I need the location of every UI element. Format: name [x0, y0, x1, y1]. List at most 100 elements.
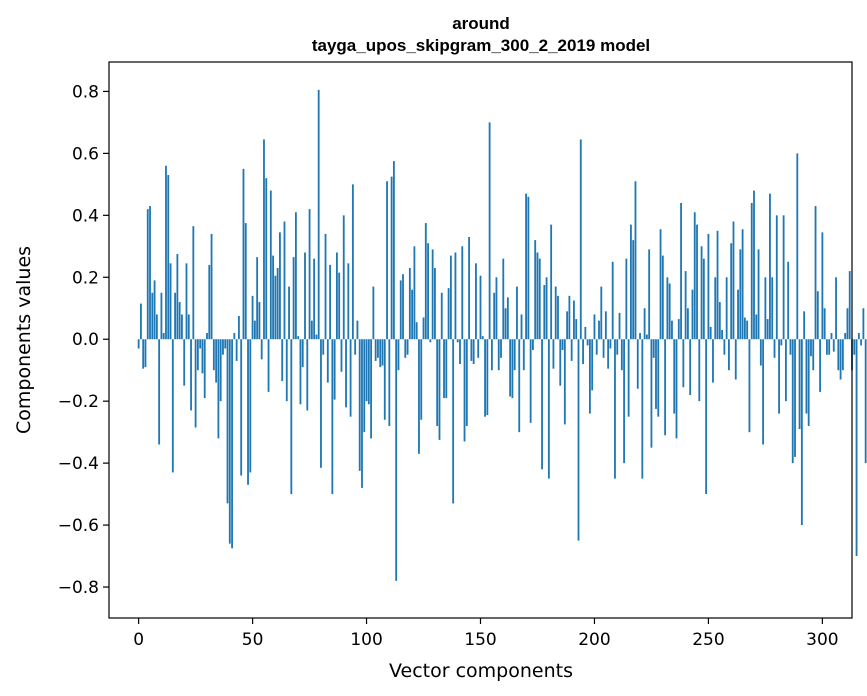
bar — [775, 215, 778, 340]
bar — [299, 339, 302, 405]
bar — [700, 246, 703, 340]
bar — [846, 308, 849, 340]
bar — [773, 339, 776, 358]
bar — [645, 334, 648, 340]
bar — [591, 339, 594, 391]
bar — [420, 339, 423, 420]
bar — [190, 339, 192, 411]
bar — [212, 339, 215, 371]
bar — [796, 153, 799, 340]
bar — [648, 249, 651, 340]
bar — [354, 339, 357, 355]
bar — [336, 252, 338, 340]
bar — [306, 339, 309, 411]
bar — [383, 339, 386, 420]
bar — [689, 339, 692, 395]
bar — [470, 339, 473, 361]
bar — [691, 289, 694, 340]
bar — [276, 267, 279, 340]
bar — [561, 339, 564, 351]
bar — [666, 277, 669, 340]
bar — [543, 285, 546, 340]
bar — [388, 339, 391, 426]
bar — [630, 224, 632, 340]
bar — [732, 221, 735, 340]
bar — [547, 339, 550, 479]
bar — [313, 258, 316, 340]
bar — [356, 320, 359, 340]
bar — [140, 303, 142, 340]
bar — [149, 206, 151, 340]
bar — [582, 339, 584, 365]
bar — [244, 223, 247, 340]
bar — [532, 339, 534, 351]
y-tick-label: 0.4 — [72, 206, 99, 226]
bar — [320, 339, 322, 468]
bar — [456, 339, 459, 343]
bar — [274, 275, 277, 340]
bar — [655, 339, 657, 409]
bar — [493, 292, 496, 340]
bar — [347, 263, 350, 340]
bar — [652, 339, 655, 358]
bar — [447, 288, 450, 340]
bar — [301, 339, 304, 368]
bar — [381, 339, 384, 366]
bar — [559, 339, 562, 386]
bar — [297, 336, 300, 340]
bar — [308, 209, 311, 340]
bar — [538, 258, 541, 340]
bar — [550, 224, 553, 340]
bar — [187, 314, 190, 340]
bar — [454, 252, 457, 340]
bar — [807, 339, 810, 426]
bar — [479, 275, 482, 340]
bar — [377, 339, 379, 358]
bar — [486, 339, 489, 416]
bar — [424, 223, 427, 340]
bar — [253, 320, 256, 340]
bar — [502, 258, 505, 340]
bar — [326, 339, 329, 383]
bar — [310, 320, 313, 340]
bar — [823, 308, 826, 340]
bar — [463, 339, 466, 442]
bar — [573, 300, 575, 340]
bar — [386, 181, 388, 340]
bar — [247, 339, 249, 485]
bar — [716, 230, 719, 340]
chart-title: around — [452, 14, 510, 33]
bar — [566, 311, 569, 340]
bar — [636, 339, 639, 389]
bar — [434, 267, 436, 340]
bar — [210, 233, 213, 340]
bar — [516, 286, 518, 340]
bar — [449, 255, 452, 340]
bar — [317, 89, 320, 340]
bar — [737, 289, 739, 340]
bar — [169, 263, 172, 340]
bar — [440, 292, 443, 340]
bar — [436, 339, 439, 426]
bar — [586, 339, 589, 346]
bar — [222, 339, 224, 355]
bar — [623, 339, 625, 464]
bar — [634, 181, 637, 340]
bar — [324, 233, 327, 340]
bar — [819, 339, 821, 392]
bar — [764, 277, 767, 340]
bar — [522, 339, 525, 371]
bar — [853, 339, 856, 355]
x-tick-label: 200 — [578, 630, 610, 650]
bar — [650, 339, 653, 448]
bar — [201, 339, 204, 374]
bar — [228, 339, 231, 544]
bar — [142, 339, 145, 369]
bar — [481, 336, 484, 340]
bar — [176, 254, 179, 340]
bar — [864, 339, 867, 464]
bar — [329, 264, 331, 340]
bar — [160, 292, 163, 340]
bar — [506, 297, 509, 340]
